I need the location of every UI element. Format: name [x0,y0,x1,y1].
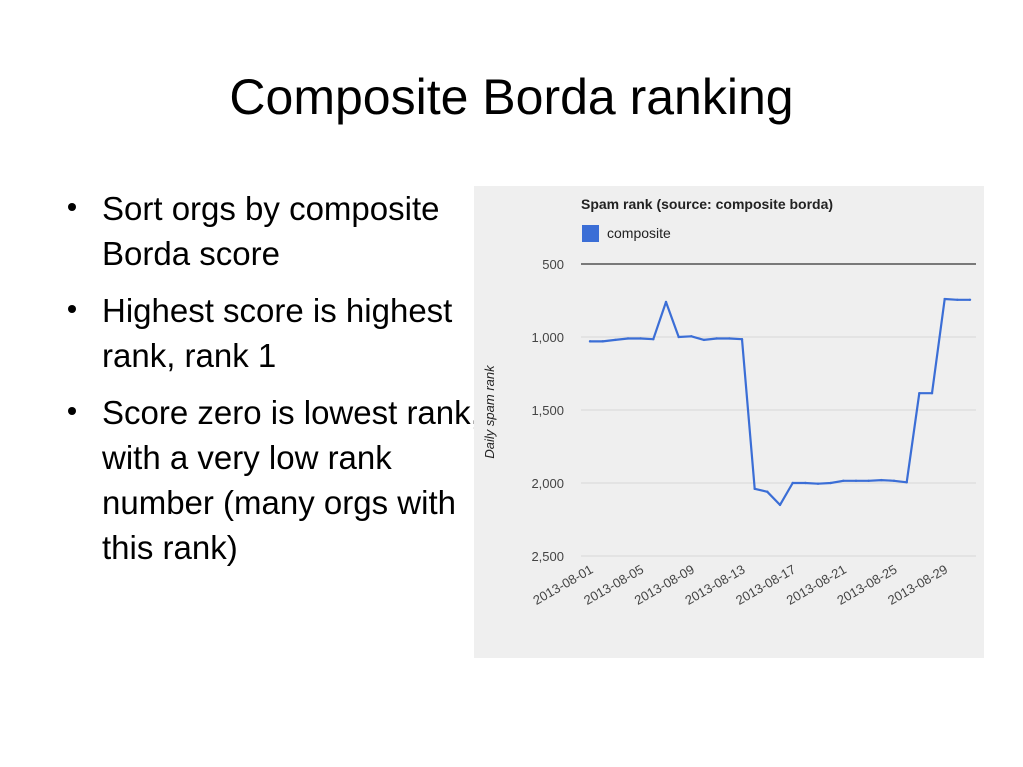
data-point [715,337,718,340]
data-point [918,392,921,395]
bullet-text: Highest score is highest rank, rank 1 [102,292,453,374]
data-point [816,482,820,485]
y-tick-label: 1,500 [531,403,564,418]
data-point [892,479,896,483]
data-point [854,479,858,483]
data-point [601,340,604,343]
data-point [652,337,655,341]
data-point [943,297,946,301]
data-point [690,335,693,338]
chart-panel: Spam rank (source: composite borda) comp… [474,186,984,658]
data-point [677,335,680,339]
bullet-dot-icon [68,305,76,313]
x-axis-ticks: 2013-08-012013-08-052013-08-092013-08-13… [530,562,950,608]
y-tick-label: 500 [542,257,564,272]
series-line-composite [590,297,970,506]
data-point [842,479,845,483]
bullet-item: Sort orgs by composite Borda score [62,186,482,276]
bullet-text: Score zero is lowest rank, with a very l… [102,394,480,566]
bullet-item: Highest score is highest rank, rank 1 [62,288,482,378]
data-point [778,503,782,507]
data-point [740,337,744,341]
data-point [664,300,668,304]
series-composite [588,297,972,507]
y-axis-title: Daily spam rank [482,364,497,459]
chart-title: Spam rank (source: composite borda) [581,196,833,212]
y-tick-label: 2,500 [531,549,564,564]
data-point [791,481,794,485]
data-point [804,481,807,485]
bullet-dot-icon [68,407,76,415]
data-point [930,392,934,395]
data-point [702,338,706,342]
data-point [829,481,832,485]
bullet-text: Sort orgs by composite Borda score [102,190,440,272]
bullet-item: Score zero is lowest rank, with a very l… [62,390,482,570]
data-point [968,298,972,301]
data-point [880,478,883,482]
data-point [753,487,756,491]
data-point [614,338,617,342]
data-point [905,481,908,484]
data-point [626,337,630,340]
legend-label: composite [607,225,671,241]
bullet-list: Sort orgs by composite Borda score Highe… [62,186,482,582]
data-point [639,337,642,340]
grid-lines [581,263,976,557]
data-point [766,490,769,493]
legend-swatch [582,225,599,242]
data-point [728,337,731,340]
slide-title: Composite Borda ranking [229,69,794,125]
data-point [588,340,592,343]
y-tick-label: 1,000 [531,330,564,345]
y-axis-ticks: 500 1,000 1,500 2,000 2,500 [531,257,564,564]
data-point [956,298,959,301]
spam-rank-chart: Spam rank (source: composite borda) comp… [482,196,976,608]
data-point [867,479,870,483]
y-tick-label: 2,000 [531,476,564,491]
bullet-dot-icon [68,203,76,211]
